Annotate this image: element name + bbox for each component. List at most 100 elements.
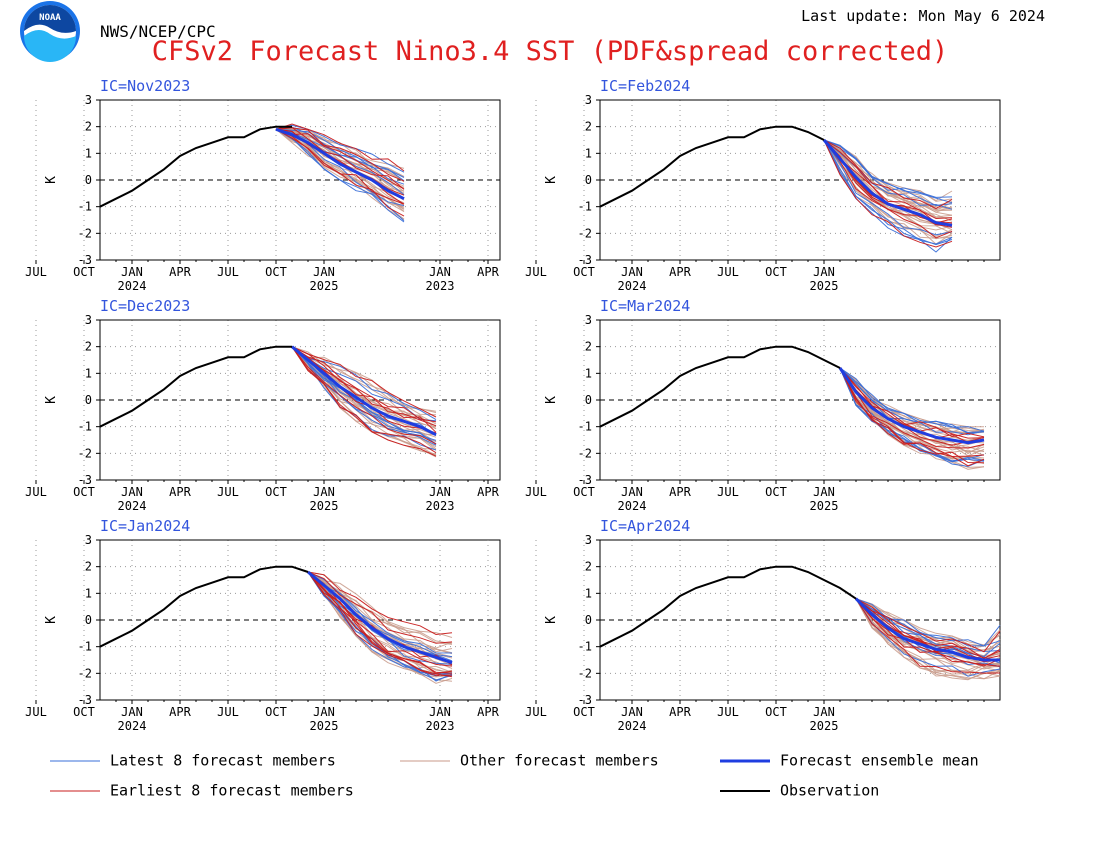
x-tick-label: JUL [217, 705, 239, 719]
legend: Latest 8 forecast members Other forecast… [50, 752, 979, 800]
x-tick-label: APR [477, 705, 499, 719]
y-tick-label: 1 [585, 146, 592, 160]
x-tick-label: OCT [765, 265, 787, 279]
observation-line [99, 345, 292, 428]
y-tick-label: -2 [78, 666, 92, 680]
forecast-member-line [307, 571, 453, 682]
y-tick-label: -3 [578, 693, 592, 707]
y-tick-label: 1 [585, 586, 592, 600]
x-tick-label: JAN [429, 485, 451, 499]
x-tick-label: JAN [121, 485, 143, 499]
x-tick-label: JUL [525, 485, 547, 499]
x-tick-label: JUL [717, 705, 739, 719]
year-label: 2024 [618, 499, 647, 513]
y-tick-label: 1 [85, 366, 92, 380]
y-axis-label: K [544, 396, 559, 404]
x-tick-label: APR [169, 705, 191, 719]
forecast-member-line [275, 127, 405, 182]
forecast-member-line [839, 367, 985, 467]
x-tick-label: JUL [717, 485, 739, 499]
y-tick-label: 1 [585, 366, 592, 380]
ensemble-mean-line [291, 345, 437, 437]
forecast-member-line [291, 346, 437, 445]
y-tick-label: -2 [78, 226, 92, 240]
forecast-member-line [823, 139, 953, 248]
forecast-member-line [291, 346, 437, 457]
x-tick-label: APR [477, 485, 499, 499]
y-tick-label: 2 [585, 120, 592, 134]
forecast-member-line [839, 367, 985, 436]
x-tick-label: APR [169, 485, 191, 499]
x-tick-label: JAN [313, 265, 335, 279]
agency-label: NWS/NCEP/CPC [100, 22, 216, 41]
forecast-member-line [823, 139, 953, 210]
year-label: 2024 [618, 719, 647, 733]
forecast-member-line [823, 139, 953, 236]
year-label: 2025 [810, 499, 839, 513]
forecast-member-line [823, 139, 953, 204]
x-tick-label: OCT [265, 705, 287, 719]
year-label: 2024 [118, 279, 147, 293]
y-tick-label: -1 [78, 420, 92, 434]
year-label: 2025 [810, 719, 839, 733]
ensemble-mean-line [275, 127, 405, 201]
legend-observation-label: Observation [780, 782, 879, 800]
y-tick-label: 2 [585, 340, 592, 354]
forecast-member-line [307, 571, 453, 645]
y-tick-label: 3 [585, 93, 592, 107]
x-tick-label: APR [669, 705, 691, 719]
forecast-member-line [839, 367, 985, 432]
forecast-member-line [291, 346, 437, 441]
y-tick-label: -1 [78, 200, 92, 214]
x-tick-label: APR [169, 265, 191, 279]
x-tick-label: OCT [765, 485, 787, 499]
x-tick-label: JUL [717, 265, 739, 279]
chart-panel: 3210-1-2-3KJANAPRJULOCTJANAPRJULOCTJAN20… [25, 517, 501, 733]
y-tick-label: 0 [585, 613, 592, 627]
y-tick-label: 2 [85, 340, 92, 354]
y-tick-label: 0 [585, 393, 592, 407]
figure-title: CFSv2 Forecast Nino3.4 SST (PDF&spread c… [152, 36, 949, 67]
y-tick-label: 3 [85, 533, 92, 547]
forecast-member-line [855, 598, 1001, 674]
legend-other-label: Other forecast members [460, 752, 659, 770]
x-tick-label: JAN [429, 265, 451, 279]
forecast-member-line [839, 367, 984, 428]
x-tick-label: APR [477, 265, 499, 279]
y-tick-label: -1 [78, 640, 92, 654]
x-tick-label: JUL [25, 705, 47, 719]
forecast-member-line [823, 139, 953, 220]
y-axis-label: K [44, 396, 59, 404]
forecast-member-line [823, 139, 953, 246]
x-tick-label: OCT [765, 705, 787, 719]
forecast-member-line [855, 598, 1001, 653]
x-tick-label: OCT [573, 265, 595, 279]
forecast-member-line [307, 571, 453, 644]
ensemble-mean-line [307, 570, 453, 665]
forecast-member-line [855, 598, 1001, 647]
forecast-member-line [275, 123, 405, 172]
forecast-member-line [839, 367, 985, 464]
y-tick-label: 3 [85, 313, 92, 327]
year-label: 2025 [310, 499, 339, 513]
year-label: 2025 [310, 719, 339, 733]
x-tick-label: OCT [573, 485, 595, 499]
forecast-member-line [855, 598, 1001, 667]
panel-title: IC=Mar2024 [600, 297, 690, 315]
panel-title: IC=Nov2023 [100, 77, 190, 95]
y-axis-label: K [544, 176, 559, 184]
forecast-member-line [307, 571, 453, 684]
forecast-member-line [291, 346, 437, 423]
forecast-member-line [275, 128, 405, 205]
y-tick-label: 2 [85, 120, 92, 134]
y-tick-label: 1 [85, 586, 92, 600]
x-tick-label: JAN [813, 265, 835, 279]
panel-title: IC=Apr2024 [600, 517, 690, 535]
x-tick-label: JAN [621, 485, 643, 499]
forecast-member-line [855, 598, 1001, 667]
year-label: 2023 [426, 279, 455, 293]
noaa-logo-text: NOAA [39, 13, 61, 23]
x-tick-label: JUL [25, 265, 47, 279]
